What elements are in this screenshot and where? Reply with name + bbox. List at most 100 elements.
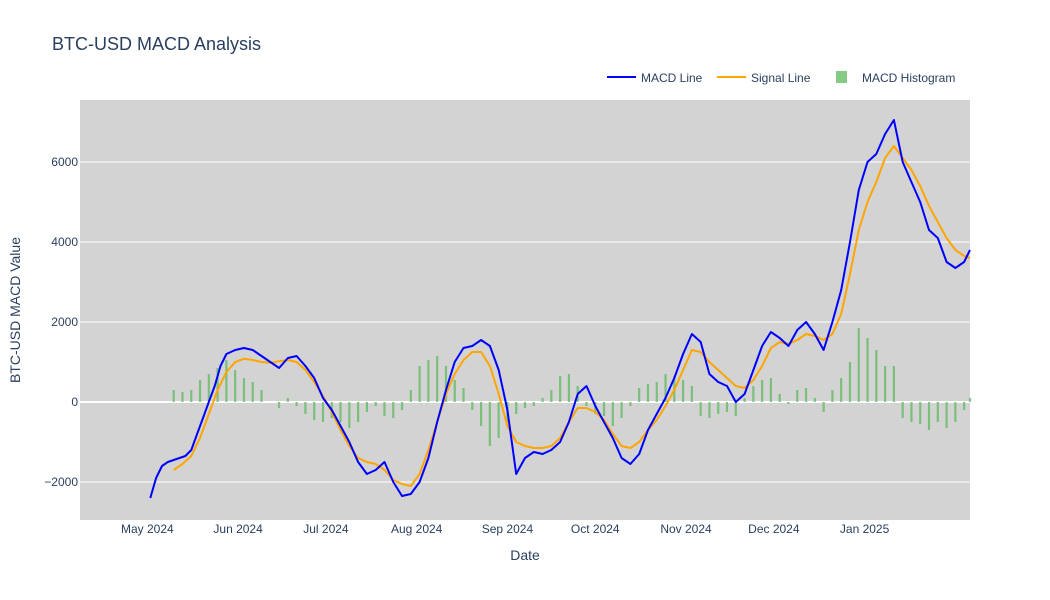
histogram-bar	[611, 402, 614, 426]
histogram-bar	[550, 390, 553, 402]
histogram-bar	[462, 388, 465, 402]
histogram-bar	[945, 402, 948, 428]
histogram-bar	[655, 382, 658, 402]
histogram-bar	[883, 366, 887, 402]
histogram-bar	[708, 402, 711, 418]
y-tick-label: 2000	[51, 315, 78, 329]
histogram-bar	[559, 376, 562, 402]
histogram-bar	[629, 402, 632, 406]
x-tick-label: Aug 2024	[391, 522, 443, 536]
histogram-bar	[901, 402, 904, 418]
histogram-bar	[968, 398, 972, 402]
histogram-bar	[567, 374, 571, 402]
x-axis-title: Date	[510, 547, 540, 563]
histogram-bar	[717, 402, 720, 414]
histogram-bar	[822, 402, 825, 412]
histogram-bar	[532, 402, 535, 406]
histogram-bar	[681, 380, 685, 402]
histogram-bar	[277, 402, 281, 408]
histogram-bar	[427, 360, 430, 402]
histogram-bar	[761, 380, 764, 402]
histogram-bar	[339, 402, 342, 422]
x-tick-label: Dec 2024	[748, 522, 800, 536]
histogram-bar	[857, 328, 860, 402]
histogram-bar	[400, 402, 404, 410]
x-tick-label: Sep 2024	[482, 522, 534, 536]
histogram-bar	[804, 388, 808, 402]
histogram-bar	[848, 362, 852, 402]
histogram-bar	[919, 402, 922, 424]
legend[interactable]: MACD Line Signal Line MACD Histogram	[607, 71, 955, 85]
histogram-bar	[198, 380, 202, 402]
chart-title: BTC-USD MACD Analysis	[52, 34, 261, 54]
histogram-bar	[840, 378, 843, 402]
histogram-bar	[646, 384, 650, 402]
histogram-bar	[181, 392, 184, 402]
x-tick-label: May 2024	[121, 522, 174, 536]
legend-histogram-label[interactable]: MACD Histogram	[862, 71, 955, 85]
histogram-bar	[963, 402, 966, 410]
histogram-bar	[365, 402, 369, 412]
histogram-bar	[638, 388, 641, 402]
histogram-bar	[875, 350, 878, 402]
histogram-bar	[787, 402, 790, 404]
histogram-bar	[602, 402, 606, 416]
y-tick-label: 6000	[51, 155, 78, 169]
histogram-bar	[418, 366, 421, 402]
histogram-bar	[348, 402, 351, 428]
histogram-bar	[743, 398, 746, 402]
y-tick-label: 4000	[51, 235, 78, 249]
x-tick-label: Jun 2024	[213, 522, 263, 536]
histogram-bar	[374, 402, 377, 406]
histogram-bar	[471, 402, 474, 410]
histogram-bar	[954, 402, 957, 422]
histogram-bar	[488, 402, 491, 446]
histogram-bar	[725, 402, 729, 412]
series-lines	[149, 119, 971, 499]
histogram-bar	[453, 380, 456, 402]
histogram-bar	[304, 402, 307, 414]
histogram-bar	[260, 390, 263, 402]
histogram-bar	[479, 402, 483, 426]
histogram-bar	[321, 402, 325, 422]
histogram-bar	[769, 378, 773, 402]
histogram-bar	[357, 402, 360, 422]
histogram-bar	[541, 398, 544, 402]
histogram-bar	[383, 402, 386, 416]
x-tick-label: Oct 2024	[571, 522, 620, 536]
plot-area	[80, 100, 970, 520]
histogram-bar	[664, 374, 667, 402]
histogram-bar	[313, 402, 316, 420]
histogram-bar	[778, 394, 781, 402]
histogram-bar	[734, 402, 737, 416]
histogram-bar	[892, 366, 895, 402]
histogram-bar	[927, 402, 931, 430]
histogram-bar	[234, 370, 237, 402]
histogram-bar	[752, 386, 755, 402]
histogram-bar	[796, 390, 799, 402]
histogram-bar	[690, 386, 693, 402]
legend-signal-label[interactable]: Signal Line	[751, 71, 811, 85]
histogram-bar	[523, 402, 527, 408]
signal-line	[173, 145, 971, 487]
histogram-bar	[620, 402, 623, 418]
histogram-bar	[813, 398, 816, 402]
histogram-bar	[910, 402, 913, 422]
histogram-bar	[172, 390, 175, 402]
histogram-bar	[436, 356, 439, 402]
histogram-bar	[286, 398, 289, 402]
legend-macd-label[interactable]: MACD Line	[641, 71, 703, 85]
histogram-bar	[831, 390, 834, 402]
histogram-bar	[242, 378, 246, 402]
x-tick-label: Nov 2024	[660, 522, 712, 536]
histogram-bar	[295, 402, 298, 406]
y-axis-title: BTC-USD MACD Value	[7, 237, 23, 383]
y-tick-label: −2000	[44, 475, 78, 489]
histogram-bar	[225, 360, 228, 402]
legend-histogram-swatch	[836, 71, 847, 83]
histogram-bar	[190, 390, 193, 402]
x-tick-labels: May 2024 Jun 2024 Jul 2024 Aug 2024 Sep 2024…	[121, 522, 890, 536]
histogram-bar	[444, 366, 448, 402]
x-tick-label: Jan 2025	[840, 522, 890, 536]
